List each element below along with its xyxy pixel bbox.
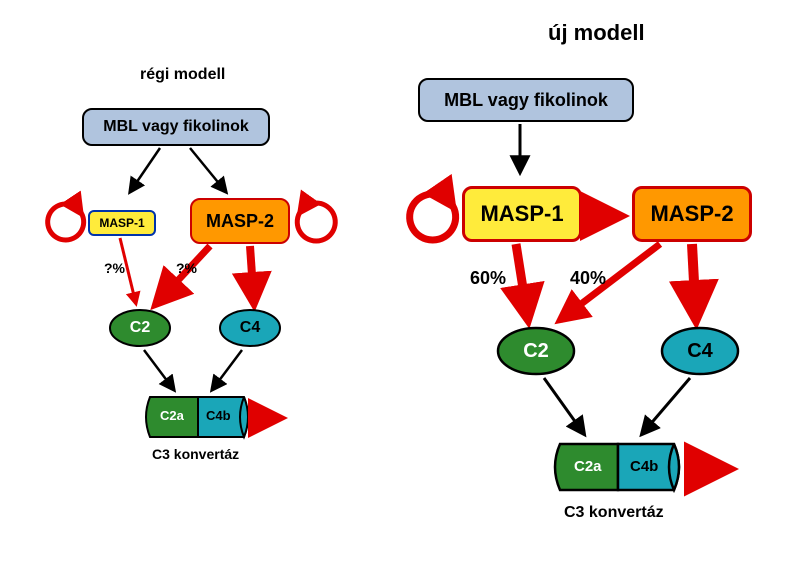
new-selfloop-masp1: [402, 186, 464, 248]
new-c2: C2: [496, 326, 576, 376]
new-arrow-masp2-c2: [550, 244, 670, 334]
old-selfloop-masp1: [42, 198, 90, 246]
new-model-title: új modell: [548, 20, 645, 46]
new-masp1-label: MASP-1: [480, 201, 563, 227]
new-cylinder: [548, 438, 692, 496]
old-c2-label: C2: [130, 319, 150, 337]
new-c2a: C2a: [574, 458, 602, 475]
old-pct2: ?%: [176, 260, 197, 276]
old-c4b: C4b: [206, 408, 231, 423]
new-arrow-out: [694, 456, 744, 482]
new-mbl-label: MBL vagy fikolinok: [444, 90, 608, 111]
new-masp2-box: MASP-2: [632, 186, 752, 242]
diagram-root: régi modell MBL vagy fikolinok MASP-1 MA…: [0, 0, 787, 565]
new-c4: C4: [660, 326, 740, 376]
new-masp2-label: MASP-2: [650, 201, 733, 227]
new-mbl-box: MBL vagy fikolinok: [418, 78, 634, 122]
new-arrow-c4-cyl: [630, 378, 700, 446]
new-arrow-masp2-c4: [678, 244, 718, 334]
old-c4-label: C4: [240, 319, 260, 337]
old-arrow-masp1-c2: [110, 238, 150, 318]
old-arrow-mbl-masp1: [120, 148, 180, 208]
old-arrow-out: [256, 408, 292, 428]
old-pct1: ?%: [104, 260, 125, 276]
new-arrow-masp1-masp2: [584, 204, 632, 228]
new-convertase: C3 konvertáz: [564, 504, 664, 522]
old-c2: C2: [108, 308, 172, 348]
old-masp1-label: MASP-1: [99, 216, 144, 230]
new-c2-label: C2: [523, 340, 549, 363]
old-masp1-box: MASP-1: [88, 210, 156, 236]
new-arrow-masp1-c2: [498, 244, 548, 334]
old-c4: C4: [218, 308, 282, 348]
old-convertase: C3 konvertáz: [152, 446, 239, 462]
old-masp2-box: MASP-2: [190, 198, 290, 244]
old-masp2-label: MASP-2: [206, 211, 274, 232]
old-model-title: régi modell: [140, 66, 225, 84]
old-mbl-label: MBL vagy fikolinok: [103, 118, 249, 136]
new-c4b: C4b: [630, 458, 658, 475]
old-c2a: C2a: [160, 408, 184, 423]
old-mbl-box: MBL vagy fikolinok: [82, 108, 270, 146]
old-selfloop-masp2: [290, 196, 342, 248]
new-pct2: 40%: [570, 268, 606, 289]
new-masp1-box: MASP-1: [462, 186, 582, 242]
new-pct1: 60%: [470, 268, 506, 289]
new-c4-label: C4: [687, 340, 713, 363]
new-arrow-mbl-masp1: [510, 124, 530, 184]
new-arrow-c2-cyl: [540, 378, 600, 446]
old-cylinder: [140, 392, 260, 442]
